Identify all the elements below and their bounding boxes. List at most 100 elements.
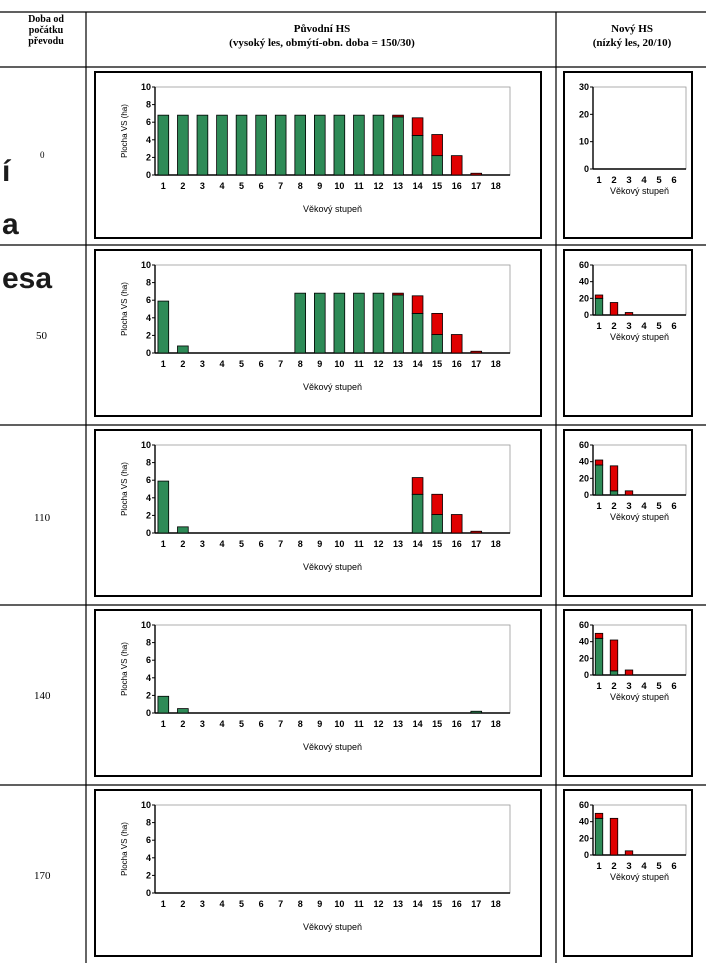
left-chart-3-xtick-label-10: 10 (334, 719, 344, 729)
left-chart-2-bar-green-1 (157, 480, 170, 534)
left-chart-1-ytick-label-4: 8 (146, 278, 151, 288)
right-chart-1-plot-area (592, 264, 687, 316)
left-chart-1-xtick-label-14: 14 (413, 359, 423, 369)
left-chart-0-bar-green-9 (314, 114, 326, 176)
left-chart-1-bar-green-15 (431, 334, 443, 354)
left-chart-3-ylabel: Plocha VS (ha) (120, 642, 129, 696)
row-time-110: 110 (34, 512, 51, 524)
left-chart-2-ytick-label-4: 8 (146, 458, 151, 468)
right-chart-0-ytick-label-1: 10 (579, 137, 589, 147)
left-chart-4-xtick-label-9: 9 (317, 899, 322, 909)
right-chart-0-xtick-label-5: 5 (656, 175, 662, 186)
right-chart-0-plot-area (592, 86, 687, 170)
left-chart-2-xtick-label-17: 17 (471, 539, 481, 549)
left-chart-2-xtick-label-3: 3 (200, 539, 205, 549)
right-chart-4-plot-area (592, 804, 687, 856)
right-chart-2-ytick-label-0: 0 (584, 490, 589, 500)
left-chart-2-bar-red-16 (450, 514, 463, 534)
header-original-subtitle: (vysoký les, obmýtí-obn. doba = 150/30) (229, 37, 415, 49)
left-chart-1-ytick-label-0: 0 (146, 348, 151, 358)
left-chart-2-xtick-label-14: 14 (413, 539, 423, 549)
right-chart-2-box (563, 429, 693, 597)
right-chart-1-bar-red-1 (594, 294, 604, 299)
header-original: Původní HS (vysoký les, obmýtí-obn. doba… (90, 22, 554, 50)
right-chart-0-xlabel: Věkový stupeň (610, 186, 669, 196)
right-chart-4-ytick-label-3: 60 (579, 800, 589, 810)
right-chart-2-ytick-label-1: 20 (579, 473, 589, 483)
left-chart-4-xtick-label-15: 15 (432, 899, 442, 909)
right-chart-1-xtick-label-1: 1 (596, 321, 602, 332)
left-chart-2-ytick-label-1: 2 (146, 510, 151, 520)
left-chart-3-xtick-label-6: 6 (259, 719, 264, 729)
left-chart-0-xtick-label-16: 16 (452, 181, 462, 191)
left-chart-1-xtick-label-16: 16 (452, 359, 462, 369)
left-chart-0-ytick-label-2: 4 (146, 135, 151, 145)
right-chart-0-box (563, 71, 693, 239)
left-chart-4-xtick-label-11: 11 (354, 899, 364, 909)
left-chart-1-box (94, 249, 542, 417)
right-chart-3-xtick-label-6: 6 (671, 681, 676, 692)
left-chart-2-bar-red-14 (411, 477, 424, 495)
right-chart-3-xtick-label-1: 1 (596, 681, 602, 692)
right-chart-1-ytick-label-0: 0 (584, 310, 589, 320)
right-chart-4-xtick-label-3: 3 (626, 861, 631, 872)
left-chart-3-xtick-label-2: 2 (180, 719, 185, 729)
left-chart-0-xtick-label-5: 5 (239, 181, 244, 191)
right-chart-1-ytick-label-1: 20 (579, 293, 589, 303)
left-chart-4-ylabel: Plocha VS (ha) (120, 822, 129, 876)
left-chart-0-xtick-label-4: 4 (219, 181, 224, 191)
right-chart-1-xtick-label-4: 4 (641, 321, 647, 332)
right-chart-2-plot-area (592, 444, 687, 496)
left-chart-3-bar-green-1 (157, 695, 170, 714)
left-chart-1-xtick-label-6: 6 (259, 359, 264, 369)
right-chart-1-bar-red-3 (624, 312, 634, 316)
right-chart-0-xtick-label-2: 2 (611, 175, 616, 186)
left-chart-4-ytick-label-5: 10 (141, 800, 151, 810)
left-chart-0-xtick-label-10: 10 (334, 181, 344, 191)
left-chart-0-xtick-label-1: 1 (161, 181, 166, 191)
right-chart-2-ytick-label-2: 40 (579, 457, 589, 467)
left-chart-2-xtick-label-13: 13 (393, 539, 403, 549)
right-chart-1-xtick-label-6: 6 (671, 321, 676, 332)
left-chart-4-ytick-label-3: 6 (146, 835, 151, 845)
left-chart-0-bar-green-8 (294, 114, 307, 176)
left-chart-1-bar-green-11 (353, 292, 365, 354)
right-chart-3-xtick-label-5: 5 (656, 681, 662, 692)
left-chart-1-bar-green-12 (372, 292, 385, 354)
left-chart-2-xtick-label-6: 6 (259, 539, 264, 549)
left-chart-0-ytick-label-5: 10 (141, 82, 151, 92)
right-chart-2-bar-green-1 (594, 464, 604, 496)
left-chart-1-bar-red-15 (431, 312, 443, 335)
left-chart-3-xtick-label-15: 15 (432, 719, 442, 729)
left-chart-1-ytick-label-1: 2 (146, 330, 151, 340)
left-chart-4-xtick-label-12: 12 (373, 899, 383, 909)
left-chart-1-bar-red-16 (450, 334, 463, 354)
left-chart-1-bar-green-10 (333, 292, 346, 354)
right-chart-3-ytick-label-1: 20 (579, 653, 589, 663)
left-chart-3-ytick-label-2: 4 (146, 673, 151, 683)
right-chart-0-ytick-label-0: 0 (584, 164, 589, 174)
left-chart-4-box (94, 789, 542, 957)
left-chart-4-ytick-label-2: 4 (146, 853, 151, 863)
right-chart-0-xtick-label-3: 3 (626, 175, 631, 186)
left-chart-0-bar-green-10 (333, 114, 346, 176)
left-chart-0-xtick-label-17: 17 (471, 181, 481, 191)
right-chart-4-xtick-label-6: 6 (671, 861, 676, 872)
left-chart-1-xtick-label-7: 7 (278, 359, 283, 369)
left-chart-2-xtick-label-1: 1 (161, 539, 166, 549)
row-time-0: 0 (40, 150, 45, 160)
left-chart-1-bar-red-17 (470, 350, 483, 354)
right-chart-4-box (563, 789, 693, 957)
left-chart-2-xtick-label-15: 15 (432, 539, 442, 549)
right-chart-3-bar-green-2 (609, 670, 619, 676)
left-chart-0-xtick-label-6: 6 (259, 181, 264, 191)
left-chart-0-bar-green-4 (216, 114, 228, 176)
header-time-line3: převodu (28, 36, 64, 47)
left-chart-0-bar-green-12 (372, 114, 385, 176)
left-chart-4-xtick-label-18: 18 (491, 899, 501, 909)
right-chart-4-ytick-label-2: 40 (579, 817, 589, 827)
left-chart-4-xlabel: Věkový stupeň (303, 922, 362, 932)
